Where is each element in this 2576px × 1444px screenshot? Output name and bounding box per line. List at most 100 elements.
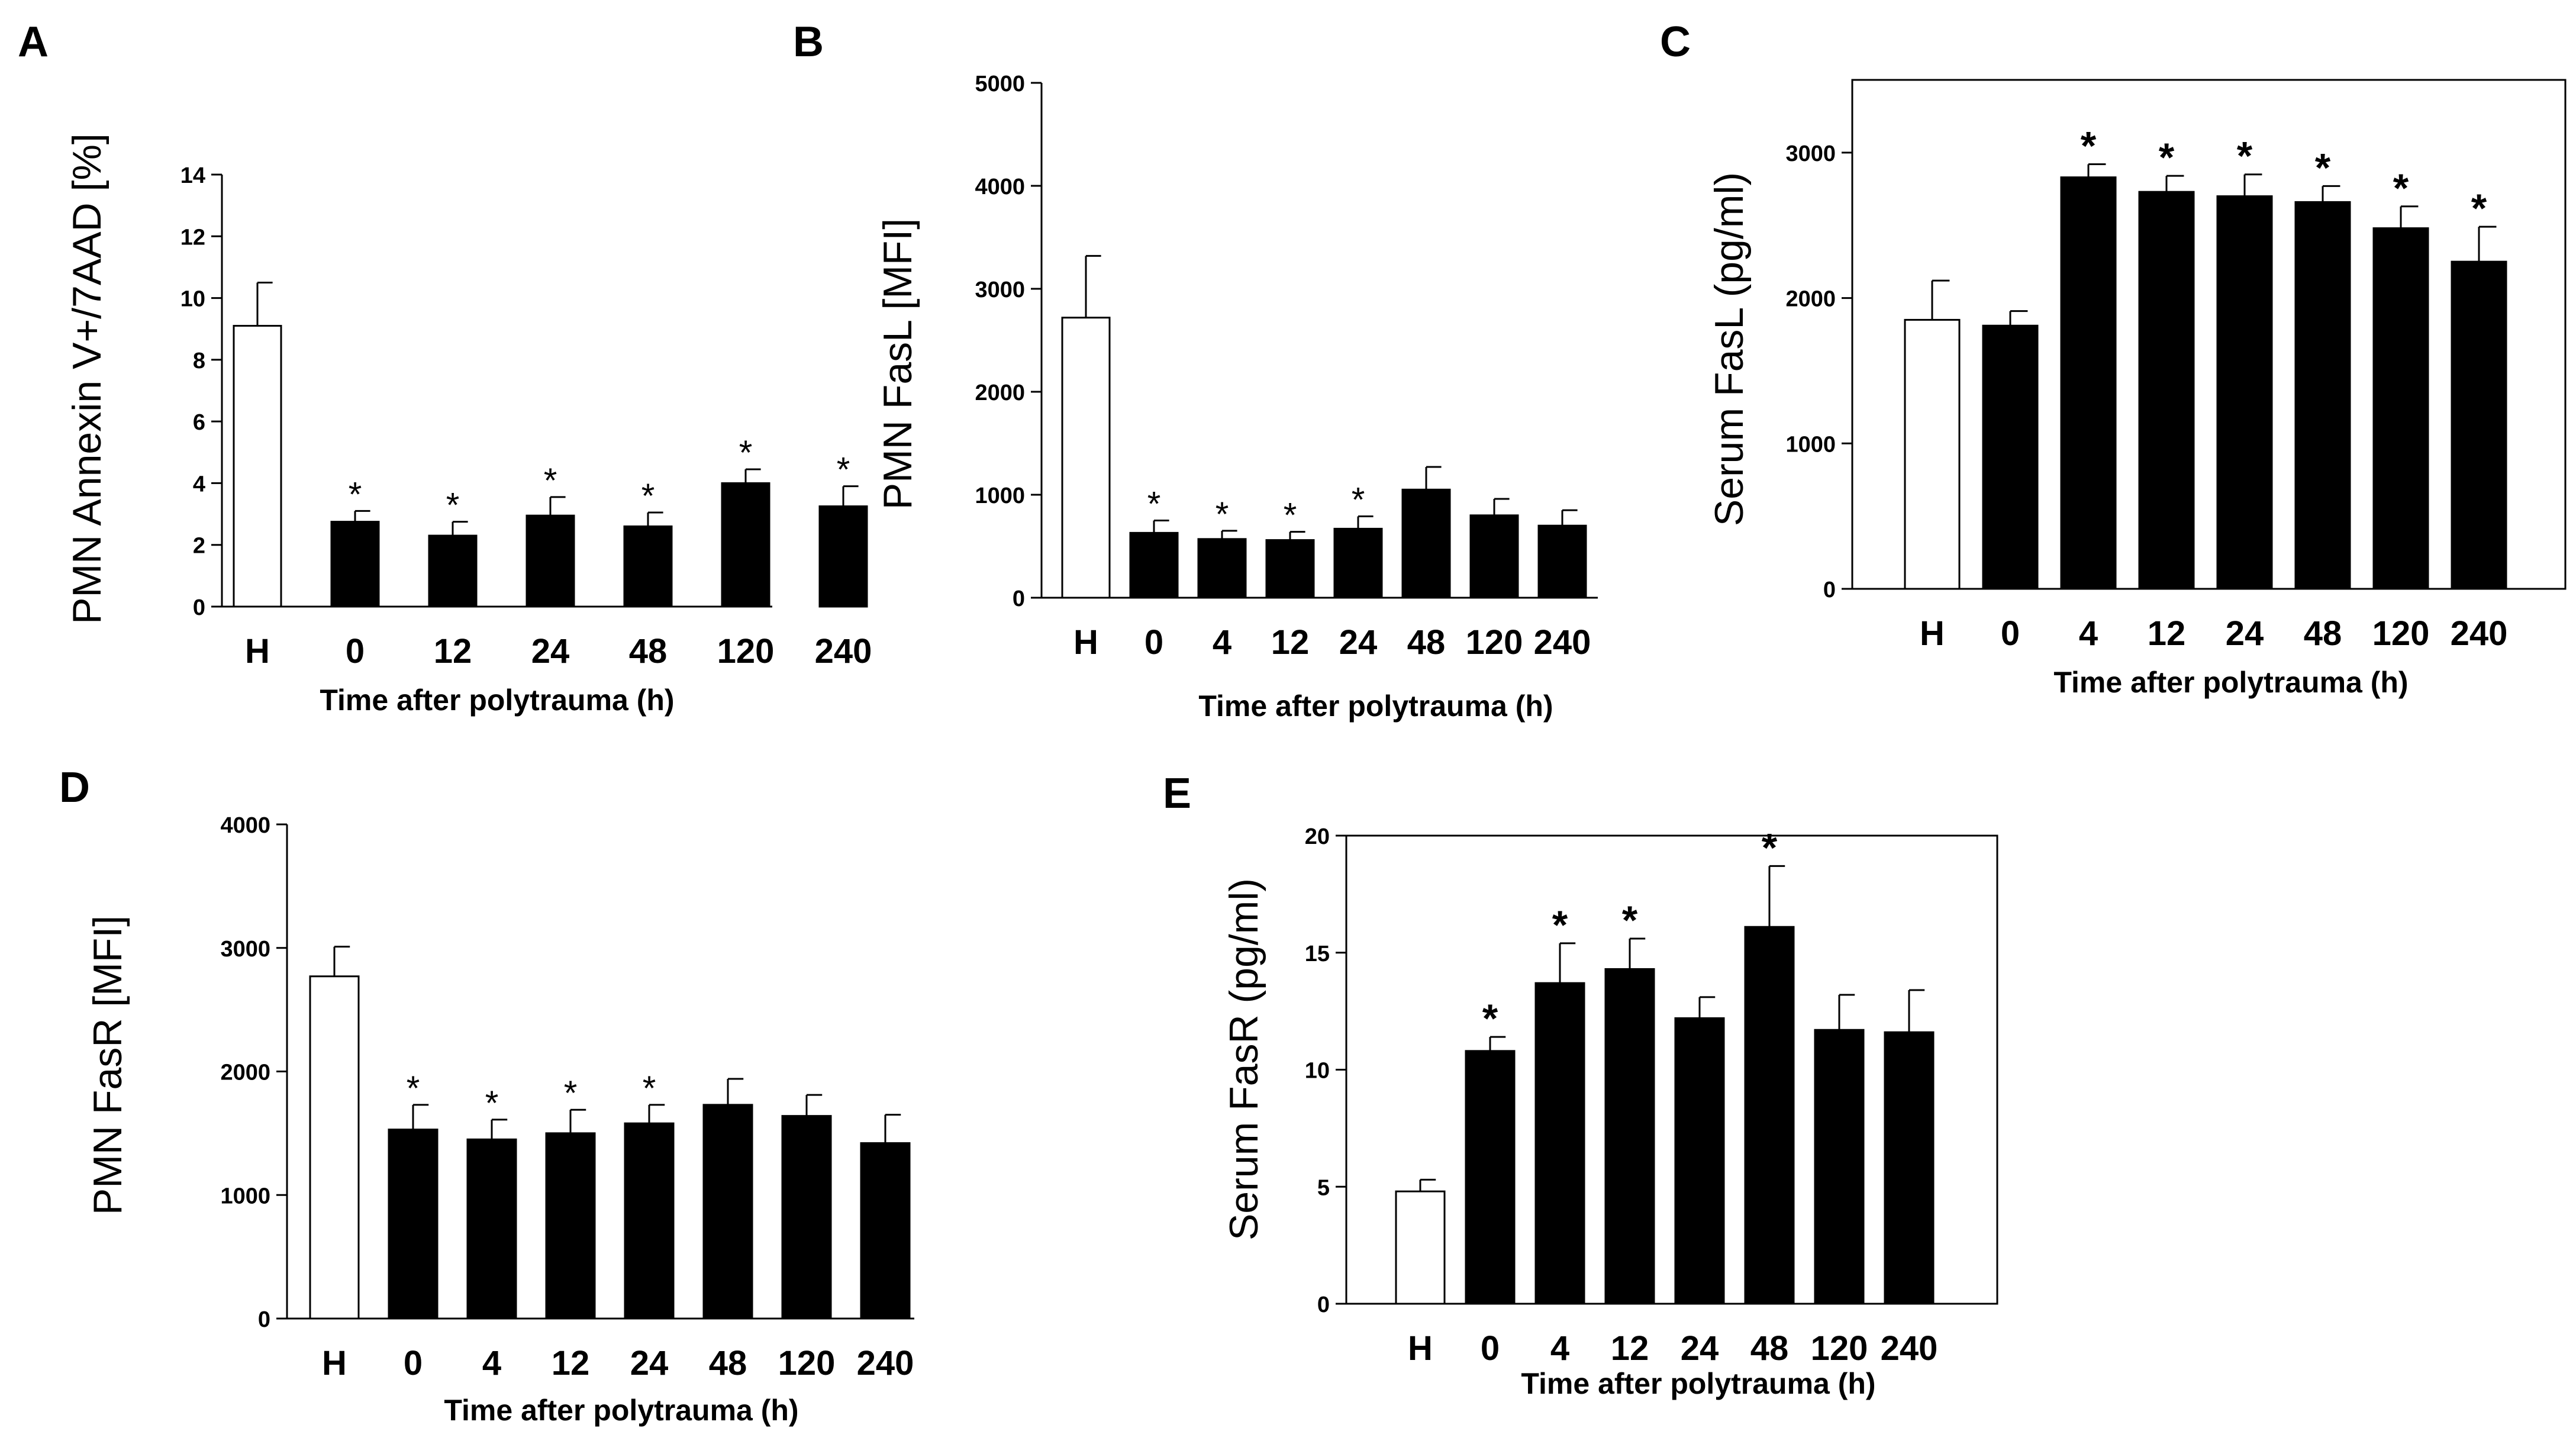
bar-e — [1884, 1031, 1935, 1305]
bar-d — [309, 975, 360, 1320]
category-label-b: 240 — [1534, 623, 1591, 662]
category-label-e: 12 — [1611, 1329, 1649, 1368]
category-label-b: 12 — [1271, 623, 1310, 662]
significance-mark-b: * — [1147, 485, 1161, 524]
y-tick-label-a: 2 — [193, 534, 205, 559]
y-tick-label-d: 4000 — [220, 813, 270, 838]
y-tick-label-a: 4 — [193, 472, 205, 497]
significance-mark-a: * — [837, 451, 850, 489]
bar-b — [1129, 531, 1179, 599]
bar-d — [624, 1122, 675, 1320]
category-label-b: H — [1073, 623, 1098, 662]
y-axis-label-d: PMN FasR [MFI] — [85, 916, 130, 1215]
category-label-c: 0 — [2001, 614, 2020, 653]
significance-mark-a: * — [641, 477, 655, 515]
bar-e — [1814, 1029, 1865, 1305]
significance-mark-d: * — [485, 1084, 499, 1123]
bar-d — [388, 1129, 439, 1320]
bar-e — [1395, 1190, 1446, 1305]
bar-c — [2216, 195, 2273, 590]
category-label-a: 24 — [531, 632, 570, 671]
bar-d — [466, 1138, 517, 1320]
significance-mark-e: * — [1552, 902, 1568, 947]
y-axis-label-b: PMN FasL [MFI] — [875, 218, 920, 510]
bar-b — [1333, 527, 1383, 599]
y-tick-label-a: 6 — [193, 410, 205, 435]
category-label-c: 12 — [2148, 614, 2186, 653]
plot-area-c: 0 1000 2000 3000 H 0 * 4 * 12 * 24 * 48 * 120 * 240 — [1785, 79, 2567, 653]
category-label-c: 4 — [2079, 614, 2098, 653]
category-label-c: 24 — [2226, 614, 2264, 653]
y-tick-label-d: 3000 — [220, 937, 270, 962]
bar-b — [1265, 539, 1315, 599]
y-tick-label-d: 1000 — [220, 1184, 270, 1208]
category-label-d: H — [322, 1344, 347, 1382]
significance-mark-c: * — [2393, 166, 2409, 211]
panel-letter-e: E — [1163, 770, 1191, 817]
category-label-c: H — [1920, 614, 1945, 653]
category-label-a: 0 — [346, 632, 365, 671]
significance-mark-a: * — [544, 462, 557, 500]
x-axis-label-b: Time after polytrauma (h) — [1198, 689, 1553, 723]
category-label-d: 4 — [482, 1344, 501, 1382]
category-label-c: 48 — [2304, 614, 2342, 653]
significance-mark-d: * — [564, 1074, 578, 1113]
bar-c — [2451, 260, 2507, 590]
bar-b — [1061, 317, 1111, 599]
significance-mark-b: * — [1284, 497, 1297, 535]
y-tick-label-c: 1000 — [1785, 432, 1836, 457]
significance-mark-c: * — [2237, 134, 2253, 179]
y-tick-label-d: 2000 — [220, 1061, 270, 1085]
significance-mark-b: * — [1352, 481, 1365, 520]
bar-c — [2372, 227, 2429, 590]
x-axis-label-d: Time after polytrauma (h) — [444, 1394, 798, 1427]
category-label-d: 240 — [857, 1344, 914, 1382]
y-tick-label-a: 0 — [193, 595, 205, 620]
y-tick-label-b: 2000 — [975, 381, 1025, 405]
y-tick-label-b: 4000 — [975, 175, 1025, 199]
panel-d: D PMN FasR [MFI] Time after polytrauma (… — [59, 764, 914, 1427]
y-tick-label-a: 8 — [193, 349, 205, 373]
significance-mark-d: * — [643, 1069, 656, 1108]
bar-e — [1534, 982, 1585, 1305]
significance-mark-c: * — [2315, 145, 2331, 190]
bar-c — [2060, 176, 2117, 590]
bar-d — [702, 1104, 753, 1320]
bar-a — [525, 514, 575, 608]
plot-frame-c — [1851, 79, 2567, 590]
bar-a — [233, 325, 282, 608]
category-label-b: 120 — [1466, 623, 1523, 662]
bar-b — [1197, 538, 1247, 599]
significance-mark-d: * — [407, 1069, 420, 1108]
panel-letter-b: B — [793, 18, 824, 66]
y-tick-label-e: 10 — [1305, 1059, 1330, 1084]
y-tick-label-a: 10 — [180, 287, 205, 312]
category-label-e: 4 — [1550, 1329, 1569, 1368]
y-tick-label-b: 1000 — [975, 484, 1025, 508]
bar-c — [2294, 201, 2351, 590]
category-label-c: 240 — [2451, 614, 2508, 653]
bar-a — [330, 521, 380, 608]
bar-e — [1604, 968, 1655, 1305]
category-label-a: 48 — [629, 632, 668, 671]
x-axis-label-a: Time after polytrauma (h) — [320, 684, 674, 717]
bar-c — [1904, 318, 1961, 590]
significance-mark-e: * — [1622, 898, 1638, 943]
panel-letter-a: A — [18, 18, 49, 66]
bar-d — [781, 1115, 832, 1320]
bar-e — [1465, 1050, 1516, 1305]
bar-d — [860, 1142, 911, 1320]
category-label-e: 24 — [1681, 1329, 1719, 1368]
x-axis-label-c: Time after polytrauma (h) — [2053, 666, 2408, 699]
category-label-a: H — [245, 632, 270, 671]
category-label-e: H — [1408, 1329, 1433, 1368]
y-tick-label-b: 3000 — [975, 278, 1025, 302]
y-tick-label-e: 15 — [1305, 942, 1330, 966]
plot-area-e: 0 5 10 15 20 H * 0 * 4 * 12 24 * 48 120 240 — [1305, 824, 1998, 1368]
significance-mark-c: * — [2159, 135, 2175, 180]
plot-area-d: 0 1000 2000 3000 4000 H * 0 * 4 * 12 * 24 48 120 240 — [220, 813, 914, 1382]
category-label-c: 120 — [2372, 614, 2430, 653]
significance-mark-b: * — [1216, 495, 1229, 534]
category-label-e: 0 — [1481, 1329, 1500, 1368]
